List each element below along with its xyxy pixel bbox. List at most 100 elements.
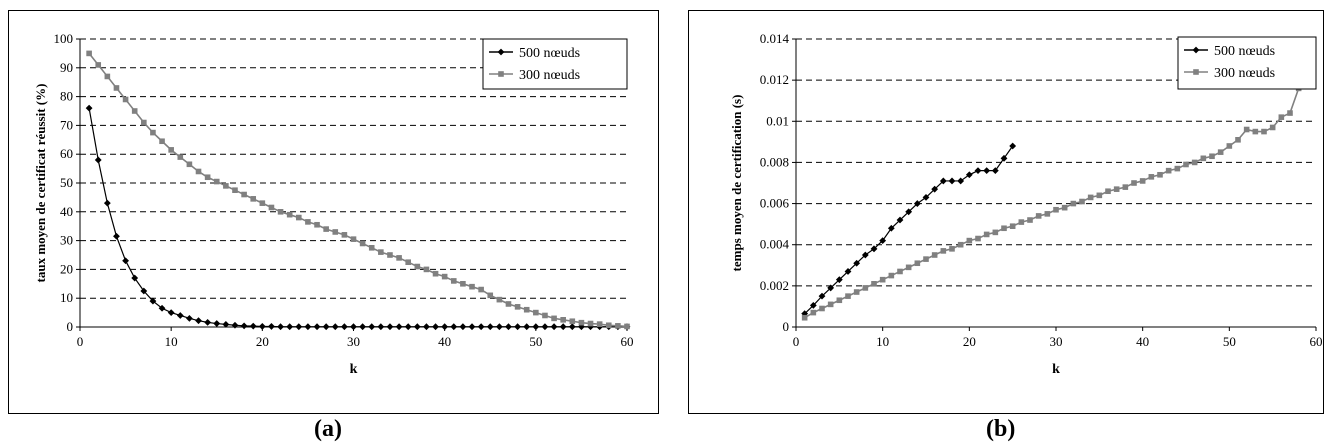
data-point (896, 216, 904, 224)
y-tick-label: 0.002 (760, 278, 789, 293)
y-tick-label: 20 (60, 261, 73, 276)
y-tick-label: 100 (54, 31, 74, 46)
data-point (195, 317, 202, 325)
data-point (122, 96, 129, 103)
data-point (304, 323, 312, 331)
data-point (1027, 217, 1033, 223)
legend-marker (1192, 46, 1200, 54)
data-point (204, 318, 212, 326)
data-point (404, 323, 412, 331)
data-point (1001, 225, 1007, 232)
data-point (231, 321, 239, 329)
data-point (1009, 223, 1016, 229)
data-point (1079, 198, 1085, 205)
panel-caption-a: (a) (314, 416, 342, 442)
data-point (158, 304, 166, 312)
data-point (250, 196, 257, 202)
data-point (377, 323, 385, 331)
data-point (810, 309, 817, 316)
data-point (414, 263, 421, 270)
data-point (386, 323, 394, 331)
data-point (305, 219, 311, 225)
data-point (213, 178, 220, 185)
data-point (1096, 192, 1103, 199)
data-point (340, 323, 348, 331)
x-tick-label: 50 (1223, 334, 1236, 349)
data-point (862, 285, 869, 291)
data-point (277, 209, 284, 215)
data-point (551, 315, 557, 322)
data-point (542, 312, 548, 319)
data-point (140, 287, 148, 295)
data-point (836, 297, 843, 304)
data-point (460, 281, 466, 287)
data-point (487, 292, 494, 299)
data-point (1165, 167, 1172, 174)
data-point (341, 232, 348, 238)
data-point (450, 323, 458, 331)
data-point (1278, 114, 1285, 120)
legend-label: 300 nœuds (1214, 66, 1275, 81)
chart-a-svg: 0 10 20 30 40 50 60 70 80 90 100 0 10 20 30 40 50 60 k taux… (33, 31, 634, 377)
data-point (1035, 213, 1042, 219)
data-point (122, 257, 129, 265)
data-point (587, 320, 594, 327)
data-point (359, 240, 366, 247)
data-point (879, 237, 887, 244)
y-tick-label: 0.008 (760, 154, 789, 169)
data-point (897, 268, 903, 275)
data-point (295, 323, 303, 331)
data-point (331, 323, 339, 331)
data-point (113, 85, 120, 91)
data-point (441, 273, 448, 280)
series-line (804, 88, 1300, 319)
data-point (578, 319, 585, 326)
data-point (94, 156, 102, 164)
y-tick-label: 0.01 (766, 113, 789, 128)
data-point (495, 323, 503, 331)
data-point (1269, 124, 1276, 131)
chart-panel-b: 0 0.002 0.004 0.006 0.008 0.01 0.012 0.014 0 10 20… (688, 10, 1324, 414)
data-point (1148, 174, 1155, 180)
data-point (359, 323, 367, 331)
series-line (88, 108, 627, 328)
data-point (277, 323, 284, 331)
data-point (432, 270, 439, 277)
data-point (615, 323, 621, 329)
data-point (332, 229, 339, 235)
x-tick-label: 40 (438, 334, 451, 349)
chart-panel-a: 0 10 20 30 40 50 60 70 80 90 100 0 10 20 30 40 50 60 k taux… (8, 10, 659, 414)
x-tick-label: 50 (529, 334, 542, 349)
data-point (204, 174, 211, 181)
data-point (887, 224, 895, 232)
y-tick-label: 0 (783, 319, 790, 334)
data-point (835, 276, 843, 284)
data-point (496, 296, 503, 303)
data-point (286, 323, 294, 331)
data-point (423, 323, 430, 331)
data-point (1287, 110, 1293, 116)
x-tick-label: 60 (1310, 334, 1323, 349)
legend-label: 500 nœuds (519, 46, 580, 61)
data-point (1217, 149, 1224, 155)
data-point (914, 260, 921, 267)
data-point (296, 214, 302, 221)
x-tick-label: 10 (876, 334, 889, 349)
data-point (313, 323, 321, 331)
data-point (1087, 194, 1094, 201)
data-point (241, 191, 247, 198)
data-point (1200, 155, 1207, 162)
data-point (1157, 171, 1163, 178)
chart-b-svg: 0 0.002 0.004 0.006 0.008 0.01 0.012 0.014 0 10 20… (729, 31, 1323, 377)
y-tick-label: 0.014 (760, 31, 790, 46)
data-point (1105, 188, 1111, 195)
data-point (368, 245, 375, 251)
y-tick-label: 90 (60, 60, 73, 75)
data-point (550, 323, 558, 331)
legend-label: 300 nœuds (519, 68, 580, 83)
y-axis-label: temps moyen de certification (s) (729, 95, 744, 272)
data-point (939, 177, 947, 185)
data-point (532, 323, 540, 331)
data-point (1070, 200, 1077, 207)
data-point (983, 231, 990, 238)
